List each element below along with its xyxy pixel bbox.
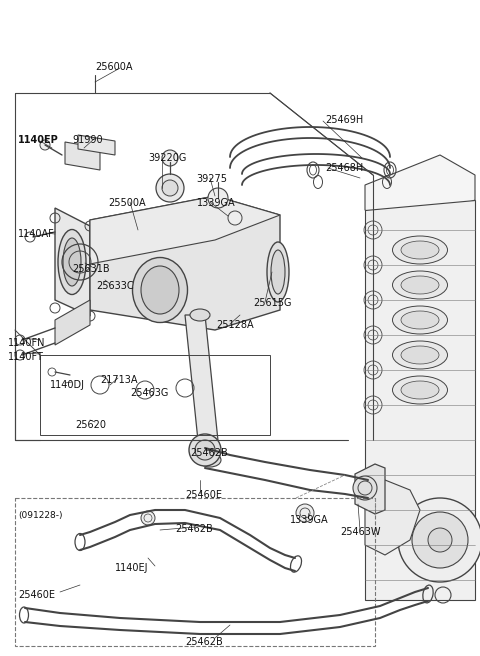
Polygon shape <box>365 155 475 230</box>
Text: 1140EJ: 1140EJ <box>115 563 148 573</box>
Text: 25462B: 25462B <box>175 524 213 534</box>
Circle shape <box>40 140 50 150</box>
Circle shape <box>228 211 242 225</box>
Text: 25462B: 25462B <box>190 448 228 458</box>
Ellipse shape <box>401 381 439 399</box>
Ellipse shape <box>141 266 179 314</box>
Text: 21713A: 21713A <box>100 375 137 385</box>
Polygon shape <box>365 480 420 555</box>
Text: 25460E: 25460E <box>18 590 55 600</box>
Ellipse shape <box>393 236 447 264</box>
Polygon shape <box>65 142 100 170</box>
Ellipse shape <box>267 242 289 302</box>
Text: 25615G: 25615G <box>253 298 291 308</box>
Circle shape <box>162 150 178 166</box>
Text: 25468H: 25468H <box>325 163 363 173</box>
Text: 39220G: 39220G <box>148 153 186 163</box>
Ellipse shape <box>199 453 221 467</box>
Text: 25460E: 25460E <box>185 490 222 500</box>
Text: 25631B: 25631B <box>72 264 109 274</box>
Ellipse shape <box>393 271 447 299</box>
Circle shape <box>353 476 377 500</box>
Ellipse shape <box>401 276 439 294</box>
Ellipse shape <box>401 241 439 259</box>
Text: 1339GA: 1339GA <box>290 515 329 525</box>
Polygon shape <box>90 196 280 330</box>
Text: 25620: 25620 <box>75 420 106 430</box>
Text: 25462B: 25462B <box>185 637 223 647</box>
Polygon shape <box>78 135 115 155</box>
Text: 25600A: 25600A <box>95 62 132 72</box>
Text: 25463G: 25463G <box>130 388 168 398</box>
Ellipse shape <box>401 346 439 364</box>
Text: (091228-): (091228-) <box>18 511 62 520</box>
Circle shape <box>189 434 221 466</box>
Text: 1140DJ: 1140DJ <box>50 380 85 390</box>
Circle shape <box>156 174 184 202</box>
Circle shape <box>398 498 480 582</box>
Circle shape <box>162 180 178 196</box>
Text: 1339GA: 1339GA <box>197 198 236 208</box>
Text: 1140FT: 1140FT <box>8 352 44 362</box>
Polygon shape <box>365 200 475 600</box>
Polygon shape <box>90 196 280 264</box>
Text: 1140FN: 1140FN <box>8 338 46 348</box>
Polygon shape <box>185 315 220 460</box>
Circle shape <box>296 504 314 522</box>
Bar <box>15 498 375 646</box>
Circle shape <box>428 528 452 552</box>
Text: 25469H: 25469H <box>325 115 363 125</box>
Circle shape <box>208 188 228 208</box>
Text: 25463W: 25463W <box>340 527 381 537</box>
Polygon shape <box>355 464 385 514</box>
Text: 25128A: 25128A <box>216 320 253 330</box>
Ellipse shape <box>393 306 447 334</box>
Ellipse shape <box>132 258 188 323</box>
Ellipse shape <box>271 250 285 294</box>
Ellipse shape <box>393 341 447 369</box>
Text: 39275: 39275 <box>196 174 227 184</box>
Ellipse shape <box>401 311 439 329</box>
Polygon shape <box>55 208 90 316</box>
Text: 25633C: 25633C <box>96 281 133 291</box>
Ellipse shape <box>190 309 210 321</box>
Circle shape <box>195 440 215 460</box>
Ellipse shape <box>63 238 81 286</box>
Text: 25500A: 25500A <box>108 198 145 208</box>
Ellipse shape <box>58 230 86 295</box>
Text: 1140AF: 1140AF <box>18 229 55 239</box>
Text: 91990: 91990 <box>72 135 103 145</box>
Circle shape <box>141 511 155 525</box>
Bar <box>40 355 270 435</box>
Polygon shape <box>55 300 90 345</box>
Text: 1140EP: 1140EP <box>18 135 59 145</box>
Circle shape <box>412 512 468 568</box>
Ellipse shape <box>393 376 447 404</box>
